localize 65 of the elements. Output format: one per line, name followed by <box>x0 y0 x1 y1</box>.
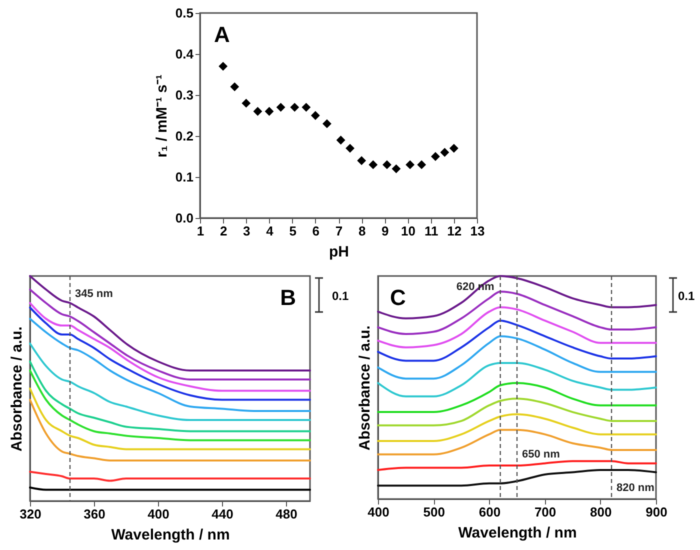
point <box>417 160 426 170</box>
chart-title: C <box>390 285 406 310</box>
point <box>406 160 415 170</box>
point <box>368 160 378 170</box>
x-tick-label: 800 <box>590 504 612 520</box>
point <box>302 102 311 112</box>
x-tick-label: 400 <box>368 504 390 520</box>
x-axis-title: pH <box>329 244 349 260</box>
x-tick-label: 480 <box>276 506 298 522</box>
x-tick-label: 13 <box>470 224 485 238</box>
point <box>322 119 332 128</box>
point <box>218 62 228 71</box>
point <box>253 106 262 116</box>
point <box>242 98 251 108</box>
point <box>290 102 300 112</box>
x-tick-label: 1 <box>196 224 204 238</box>
point <box>310 111 320 120</box>
y-tick-label: 0.0 <box>175 210 194 226</box>
x-tick-label: 7 <box>335 224 343 238</box>
point <box>392 164 401 174</box>
x-tick-label: 600 <box>478 504 501 520</box>
point <box>357 156 366 166</box>
y-axis-title: Absorbance / a.u. <box>356 325 374 451</box>
point <box>276 102 286 112</box>
x-tick-label: 3 <box>243 224 250 238</box>
x-tick-label: 5 <box>289 224 296 238</box>
x-axis-title: Wavelength / nm <box>458 524 577 542</box>
x-tick-label: 440 <box>212 506 234 522</box>
x-tick-label: 700 <box>534 504 556 520</box>
x-tick-label: 12 <box>447 224 462 238</box>
y-tick-label: 0.2 <box>175 128 194 144</box>
chart-title: B <box>280 285 296 310</box>
point <box>230 82 240 92</box>
ref-line-label: 650 nm <box>522 448 560 460</box>
x-tick-label: 400 <box>148 506 170 522</box>
y-tick-label: 0.4 <box>175 46 194 62</box>
chart-title: A <box>214 22 230 47</box>
x-tick-label: 2 <box>220 224 228 238</box>
ref-line-label: 345 nm <box>75 288 114 300</box>
x-tick-label: 360 <box>84 506 106 522</box>
x-tick-label: 8 <box>358 224 366 238</box>
x-tick-label: 320 <box>20 506 42 522</box>
point <box>449 144 458 153</box>
y-tick-label: 0.5 <box>175 6 194 20</box>
x-tick-label: 900 <box>646 504 668 520</box>
y-axis-title: Absorbance / a.u. <box>8 326 26 452</box>
ref-line-label: 820 nm <box>616 482 655 494</box>
point <box>382 160 392 170</box>
point <box>346 144 355 153</box>
y-tick-label: 0.3 <box>175 88 194 102</box>
point <box>336 136 346 145</box>
x-tick-label: 11 <box>424 224 438 238</box>
x-axis-title: Wavelength / nm <box>111 526 230 544</box>
x-tick-label: 4 <box>266 224 274 238</box>
y-axis-title: r₁ / mM⁻¹ s⁻¹ <box>153 74 170 158</box>
point <box>430 152 440 161</box>
x-tick-label: 10 <box>401 224 416 238</box>
text: 0.1 <box>678 289 696 303</box>
point <box>264 106 274 116</box>
x-tick-label: 500 <box>423 504 445 520</box>
text: 0.1 <box>332 289 350 303</box>
y-tick-label: 0.1 <box>175 170 194 184</box>
x-tick-label: 9 <box>382 224 389 238</box>
x-tick-label: 6 <box>312 224 320 238</box>
point <box>440 148 450 157</box>
